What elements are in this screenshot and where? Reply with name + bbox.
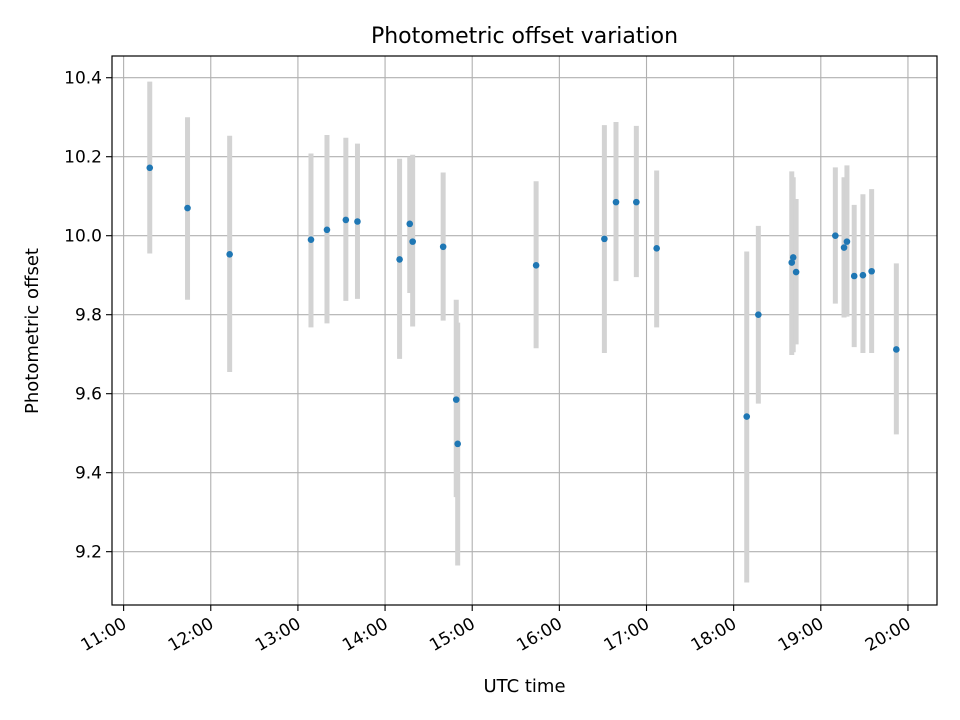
- data-point: [859, 271, 867, 279]
- y-axis-ticks: 9.2 9.4 9.6 9.8 10.0 10.2 10.4: [64, 69, 112, 563]
- data-point: [788, 259, 796, 266]
- data-point: [755, 311, 762, 319]
- data-point: [323, 226, 331, 234]
- x-axis-label: UTC time: [483, 676, 565, 697]
- x-axis-ticks: 11:00 12:00 13:00 14:00 15:00 16:00 17:00 18:00…: [78, 605, 914, 656]
- data-point: [743, 413, 751, 420]
- data-point: [396, 256, 403, 263]
- y-tick-label: 9.2: [75, 543, 102, 563]
- data-point: [612, 198, 620, 206]
- data-point: [850, 272, 858, 280]
- data-point: [843, 238, 851, 245]
- data-point: [146, 164, 154, 172]
- data-point: [454, 440, 461, 448]
- y-tick-label: 9.6: [75, 385, 102, 405]
- x-tick-label: 14:00: [339, 614, 391, 656]
- y-tick-label: 10.4: [64, 69, 102, 89]
- data-point: [342, 216, 350, 224]
- data-point: [439, 243, 447, 251]
- data-point: [307, 236, 315, 243]
- data-points: [146, 164, 900, 448]
- y-tick-label: 10.0: [64, 227, 102, 247]
- x-tick-label: 12:00: [165, 614, 217, 656]
- data-point: [406, 220, 414, 228]
- y-axis-label: Photometric offset: [22, 248, 43, 414]
- x-tick-label: 13:00: [252, 614, 304, 656]
- data-point: [789, 254, 797, 261]
- chart-title: Photometric offset variation: [371, 24, 678, 49]
- x-tick-label: 18:00: [688, 614, 740, 656]
- x-tick-label: 15:00: [426, 614, 478, 656]
- grid: [112, 56, 937, 605]
- x-tick-label: 16:00: [513, 614, 565, 656]
- x-tick-label: 20:00: [862, 614, 914, 656]
- x-tick-label: 11:00: [78, 614, 130, 656]
- x-tick-label: 17:00: [601, 614, 653, 656]
- data-point: [184, 204, 191, 212]
- data-point: [409, 238, 416, 245]
- data-point: [354, 218, 361, 225]
- data-point: [601, 235, 608, 243]
- x-tick-label: 19:00: [775, 614, 827, 656]
- plot-area-frame: [111, 55, 938, 606]
- data-point: [832, 232, 839, 240]
- y-tick-label: 9.4: [75, 464, 102, 484]
- data-point: [532, 262, 540, 269]
- data-point: [653, 245, 660, 252]
- data-point: [840, 244, 848, 251]
- data-point: [226, 250, 233, 258]
- data-point: [868, 267, 875, 275]
- data-point: [792, 268, 800, 276]
- data-point: [893, 346, 900, 353]
- y-tick-label: 9.8: [75, 306, 102, 326]
- data-point: [633, 198, 640, 206]
- y-tick-label: 10.2: [64, 148, 102, 168]
- data-point: [452, 396, 460, 403]
